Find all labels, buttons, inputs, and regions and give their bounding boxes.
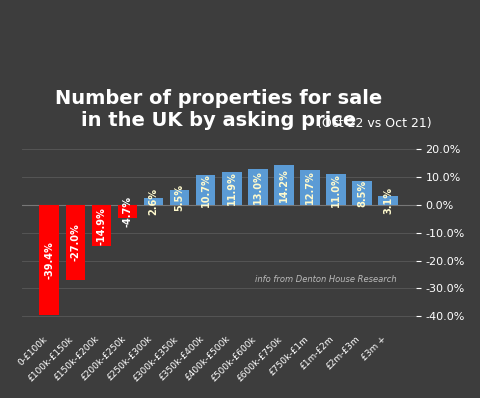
Text: in the UK by asking price: in the UK by asking price [81,111,356,130]
Text: 5.5%: 5.5% [175,184,185,211]
Bar [144,198,163,205]
Bar [222,172,241,205]
Text: 10.7%: 10.7% [201,173,211,207]
Bar [118,205,137,218]
Text: 2.6%: 2.6% [148,188,158,215]
Text: 13.0%: 13.0% [253,170,263,204]
Bar [326,174,346,205]
Text: Number of properties for sale: Number of properties for sale [55,89,383,108]
Text: 11.0%: 11.0% [331,173,341,207]
Text: 12.7%: 12.7% [305,170,315,204]
Bar [39,205,59,315]
Bar [378,196,398,205]
Text: -27.0%: -27.0% [71,224,80,261]
Text: -4.7%: -4.7% [122,196,132,227]
Bar [300,170,320,205]
Text: -14.9%: -14.9% [96,207,107,244]
Text: 11.9%: 11.9% [227,172,237,205]
Text: (Oct 22 vs Oct 21): (Oct 22 vs Oct 21) [313,117,432,130]
Text: 3.1%: 3.1% [383,187,393,214]
Bar [170,189,190,205]
Bar [274,166,294,205]
Text: 8.5%: 8.5% [357,179,367,207]
Bar [248,169,268,205]
Text: -39.4%: -39.4% [44,241,54,279]
Text: 14.2%: 14.2% [279,168,289,202]
Bar [196,175,216,205]
Text: info from Denton House Research: info from Denton House Research [254,275,396,284]
Bar [352,181,372,205]
Bar [92,205,111,246]
Bar [66,205,85,280]
